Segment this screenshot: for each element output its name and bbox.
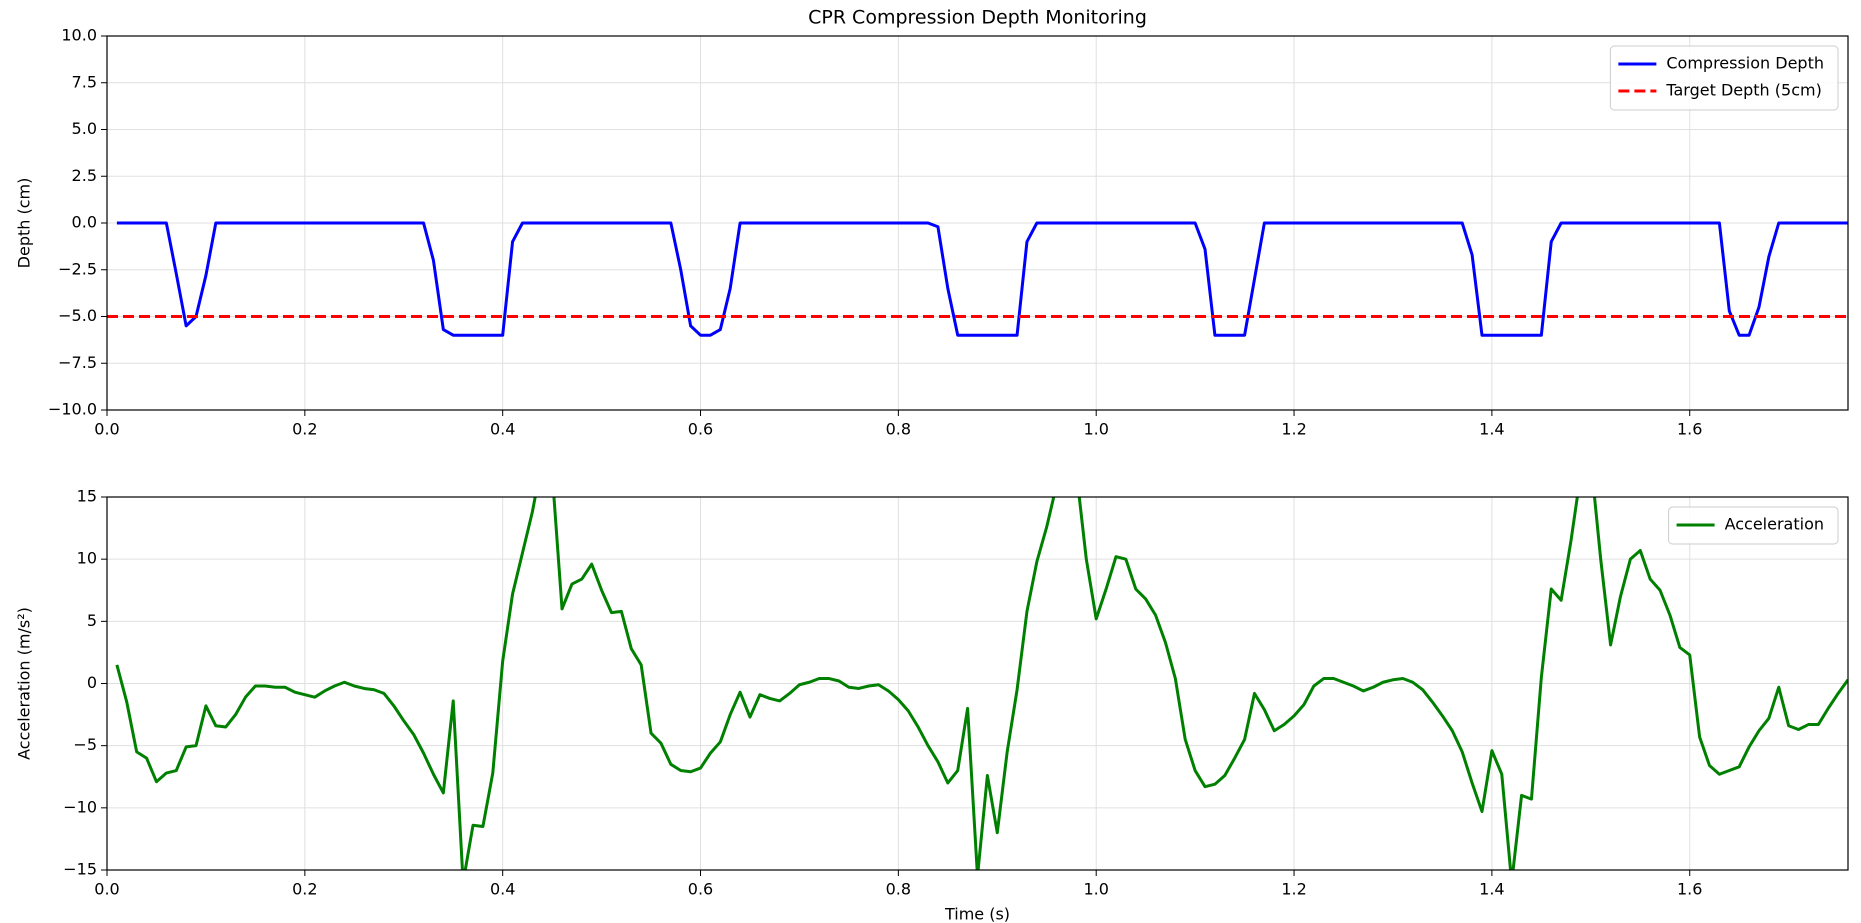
y-tick-label: −15 [63, 860, 97, 879]
legend-label: Compression Depth [1666, 54, 1824, 73]
y-tick-label: −7.5 [58, 353, 97, 372]
x-tick-label: 0.4 [490, 420, 515, 439]
legend: Compression Depth Target Depth (5cm) [1609, 45, 1839, 111]
chart-title: CPR Compression Depth Monitoring [808, 7, 1147, 29]
plot-area [107, 221, 1848, 337]
x-tick-label: 0.2 [292, 420, 317, 439]
x-tick-label: 0.0 [94, 880, 119, 899]
legend-label: Acceleration [1725, 515, 1824, 534]
y-tick-label: −5.0 [58, 306, 97, 325]
y-tick-label: −5 [73, 735, 97, 754]
x-tick-label: 1.4 [1479, 420, 1504, 439]
axes-frame [106, 35, 1849, 411]
y-tick-label: 15 [77, 487, 97, 506]
y-tick-label: 5.0 [72, 119, 97, 138]
plot-area [115, 497, 1848, 870]
y-tick-label: 0 [87, 673, 97, 692]
legend-box [1668, 506, 1839, 545]
y-tick-label: 0.0 [72, 213, 97, 232]
x-tick-label: 1.6 [1677, 880, 1702, 899]
y-tick-label: −10.0 [48, 400, 97, 419]
x-tick-label: 1.0 [1083, 880, 1108, 899]
x-tick-label: 0.2 [292, 880, 317, 899]
y-axis-label: Acceleration (m/s²) [15, 607, 34, 760]
x-tick-label: 1.0 [1083, 420, 1108, 439]
x-tick-label: 1.2 [1281, 420, 1306, 439]
y-axis-label: Depth (cm) [15, 178, 34, 269]
x-axis-label: Time (s) [944, 905, 1010, 923]
y-tick-label: 10 [77, 549, 97, 568]
x-tick-label: 0.0 [94, 420, 119, 439]
y-tick-label: 10.0 [61, 26, 97, 45]
axes-frame [106, 496, 1849, 871]
x-tick-label: 1.2 [1281, 880, 1306, 899]
legend-label: Target Depth (5cm) [1665, 81, 1821, 100]
y-tick-label: 7.5 [72, 72, 97, 91]
x-tick-label: 0.8 [886, 880, 911, 899]
x-tick-label: 0.6 [688, 420, 713, 439]
x-tick-label: 0.8 [886, 420, 911, 439]
x-tick-label: 0.6 [688, 880, 713, 899]
x-tick-label: 1.4 [1479, 880, 1504, 899]
y-tick-label: −10 [63, 797, 97, 816]
series-line [115, 497, 1848, 870]
series-line [116, 221, 1848, 337]
legend: Acceleration [1668, 506, 1839, 545]
y-tick-label: −2.5 [58, 259, 97, 278]
legend-box [1609, 45, 1839, 111]
x-tick-label: 1.6 [1677, 420, 1702, 439]
y-tick-label: 2.5 [72, 166, 97, 185]
x-tick-label: 0.4 [490, 880, 515, 899]
y-tick-label: 5 [87, 611, 97, 630]
